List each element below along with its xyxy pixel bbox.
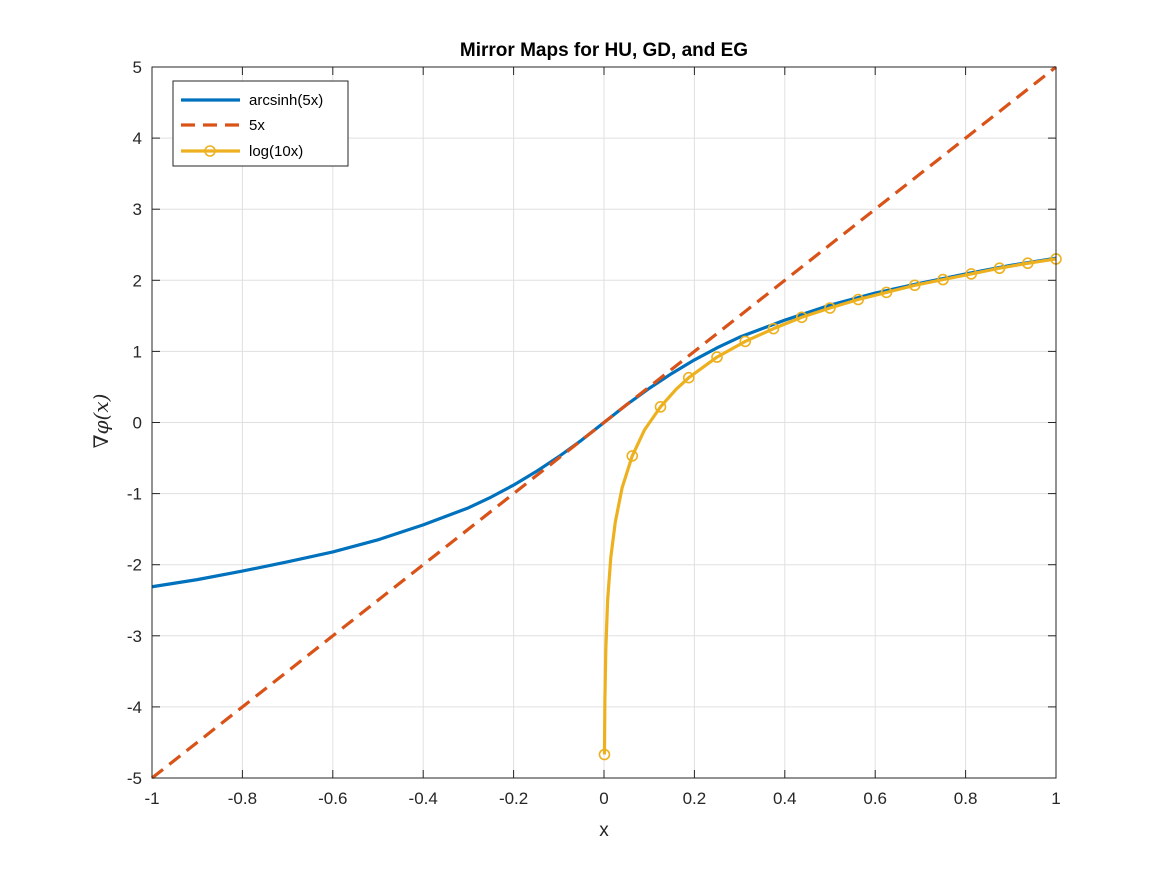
y-tick-labels: -5 -4 -3 -2 -1 0 1 2 3 4 5	[127, 58, 142, 788]
y-tick-label: -2	[127, 556, 142, 575]
y-tick-label: -3	[127, 627, 142, 646]
series-group	[151, 65, 1062, 780]
series-marker	[965, 268, 978, 280]
legend-items: arcsinh(5x) 5x log(10x)	[181, 92, 323, 160]
legend-label: log(10x)	[249, 143, 303, 160]
y-tick-label: -1	[127, 485, 142, 504]
x-tick-label: -0.2	[499, 789, 528, 808]
legend-marker	[204, 145, 216, 157]
y-tick-label: -4	[127, 698, 142, 717]
y-tick-label: 5	[133, 58, 142, 77]
x-tick-label: 0	[599, 789, 608, 808]
y-tick-label: 4	[133, 129, 142, 148]
chart-title: Mirror Maps for HU, GD, and EG	[460, 40, 748, 61]
y-tick-label: 2	[133, 271, 142, 290]
series-marker	[598, 748, 611, 761]
series-marker	[824, 302, 836, 314]
x-tick-label: -0.6	[318, 789, 347, 808]
series-line-5x	[151, 65, 1057, 780]
legend: arcsinh(5x) 5x log(10x)	[172, 80, 349, 167]
y-tick-label: -5	[127, 769, 142, 788]
series-marker	[795, 311, 808, 324]
series-marker	[767, 322, 780, 335]
series-line-log(10x)	[602, 257, 1057, 755]
x-tick-label: 0.4	[773, 789, 797, 808]
series-marker	[739, 335, 752, 348]
x-tick-label: 0.6	[863, 789, 887, 808]
series-marker	[711, 351, 723, 363]
series-marker	[1021, 257, 1034, 270]
y-tick-label: 3	[133, 200, 142, 219]
series-marker	[852, 293, 865, 306]
x-tick-labels: -1 -0.8 -0.6 -0.4 -0.2 0 0.2 0.4 0.6 0.8 1	[144, 789, 1060, 808]
y-axis-label: ∇φ(x)	[89, 394, 113, 449]
legend-label: arcsinh(5x)	[249, 92, 323, 109]
x-tick-label: 0.2	[683, 789, 707, 808]
series-marker	[682, 371, 695, 384]
x-tick-label: -0.4	[409, 789, 438, 808]
series-marker	[908, 279, 921, 292]
series-marker	[880, 286, 893, 299]
y-tick-label: 1	[133, 342, 142, 361]
x-tick-label: 1	[1051, 789, 1060, 808]
series-marker	[654, 401, 667, 413]
ticks	[151, 66, 1057, 779]
x-tick-label: -0.8	[228, 789, 257, 808]
series-marker	[626, 450, 639, 462]
y-tick-label: 0	[133, 414, 142, 433]
legend-label: 5x	[249, 117, 265, 134]
series-marker	[993, 262, 1006, 275]
x-axis-label: x	[599, 820, 609, 841]
x-tick-label: 0.8	[954, 789, 978, 808]
x-tick-label: -1	[144, 789, 159, 808]
series-marker	[937, 273, 949, 286]
